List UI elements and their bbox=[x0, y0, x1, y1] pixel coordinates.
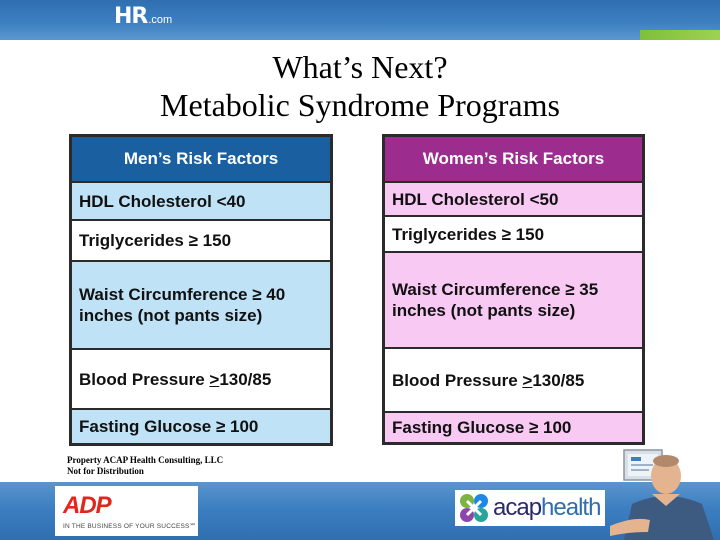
title-line-2: Metabolic Syndrome Programs bbox=[160, 87, 560, 123]
men-row-triglycerides: Triglycerides ≥ 150 bbox=[72, 219, 330, 260]
hr-com-logo: HR .com bbox=[114, 4, 172, 32]
women-risk-factors-table: Women’s Risk Factors HDL Cholesterol <50… bbox=[382, 134, 645, 445]
men-row-hdl: HDL Cholesterol <40 bbox=[72, 181, 330, 219]
logo-suffix: .com bbox=[148, 14, 173, 26]
women-row-hdl: HDL Cholesterol <50 bbox=[385, 181, 642, 215]
women-waist-line-2: inches (not pants size) bbox=[392, 301, 576, 320]
men-row-waist: Waist Circumference ≥ 40 inches (not pan… bbox=[72, 260, 330, 348]
women-bp-prefix: Blood Pressure bbox=[392, 370, 523, 390]
women-bp-mark: > bbox=[522, 370, 533, 390]
adp-tagline: IN THE BUSINESS OF YOUR SUCCESS℠ bbox=[63, 523, 197, 530]
notice-line-1: Property ACAP Health Consulting, LLC bbox=[67, 455, 224, 465]
person-at-computer-illustration bbox=[610, 449, 714, 540]
men-waist-line-2: inches (not pants size) bbox=[79, 306, 263, 325]
men-bp-prefix: Blood Pressure bbox=[79, 369, 210, 389]
women-row-triglycerides: Triglycerides ≥ 150 bbox=[385, 215, 642, 251]
acap-health-logo-icon bbox=[460, 494, 488, 522]
women-row-glucose: Fasting Glucose ≥ 100 bbox=[385, 411, 642, 442]
women-row-blood-pressure: Blood Pressure >130/85 bbox=[385, 347, 642, 411]
logo-main: HR bbox=[114, 4, 148, 29]
acap-wordmark-part2: health bbox=[541, 494, 601, 521]
header-band bbox=[0, 0, 720, 40]
men-row-glucose: Fasting Glucose ≥ 100 bbox=[72, 408, 330, 443]
women-waist-line-1: Waist Circumference ≥ 35 bbox=[392, 280, 599, 299]
men-bp-mark: > bbox=[209, 369, 220, 389]
women-bp-value: 130/85 bbox=[532, 370, 585, 390]
men-table-header: Men’s Risk Factors bbox=[72, 137, 330, 181]
adp-logo-box: ADP IN THE BUSINESS OF YOUR SUCCESS℠ bbox=[55, 486, 198, 536]
acap-health-wordmark: acaphealth bbox=[493, 494, 601, 522]
acap-wordmark-part1: acap bbox=[493, 494, 542, 521]
notice-line-2: Not for Distribution bbox=[67, 466, 144, 476]
distribution-notice: Property ACAP Health Consulting, LLC Not… bbox=[67, 455, 223, 477]
men-risk-factors-table: Men’s Risk Factors HDL Cholesterol <40 T… bbox=[69, 134, 333, 446]
men-bp-value: 130/85 bbox=[219, 369, 272, 389]
header-accent-stripe bbox=[640, 30, 720, 40]
men-waist-line-1: Waist Circumference ≥ 40 bbox=[79, 285, 286, 304]
men-row-blood-pressure: Blood Pressure >130/85 bbox=[72, 348, 330, 408]
title-line-1: What’s Next? bbox=[272, 49, 448, 85]
women-row-waist: Waist Circumference ≥ 35 inches (not pan… bbox=[385, 251, 642, 347]
acap-health-logo: acaphealth bbox=[455, 490, 605, 526]
slide-title: What’s Next? Metabolic Syndrome Programs bbox=[0, 48, 720, 124]
women-table-header: Women’s Risk Factors bbox=[385, 137, 642, 181]
adp-logo: ADP bbox=[63, 492, 112, 519]
